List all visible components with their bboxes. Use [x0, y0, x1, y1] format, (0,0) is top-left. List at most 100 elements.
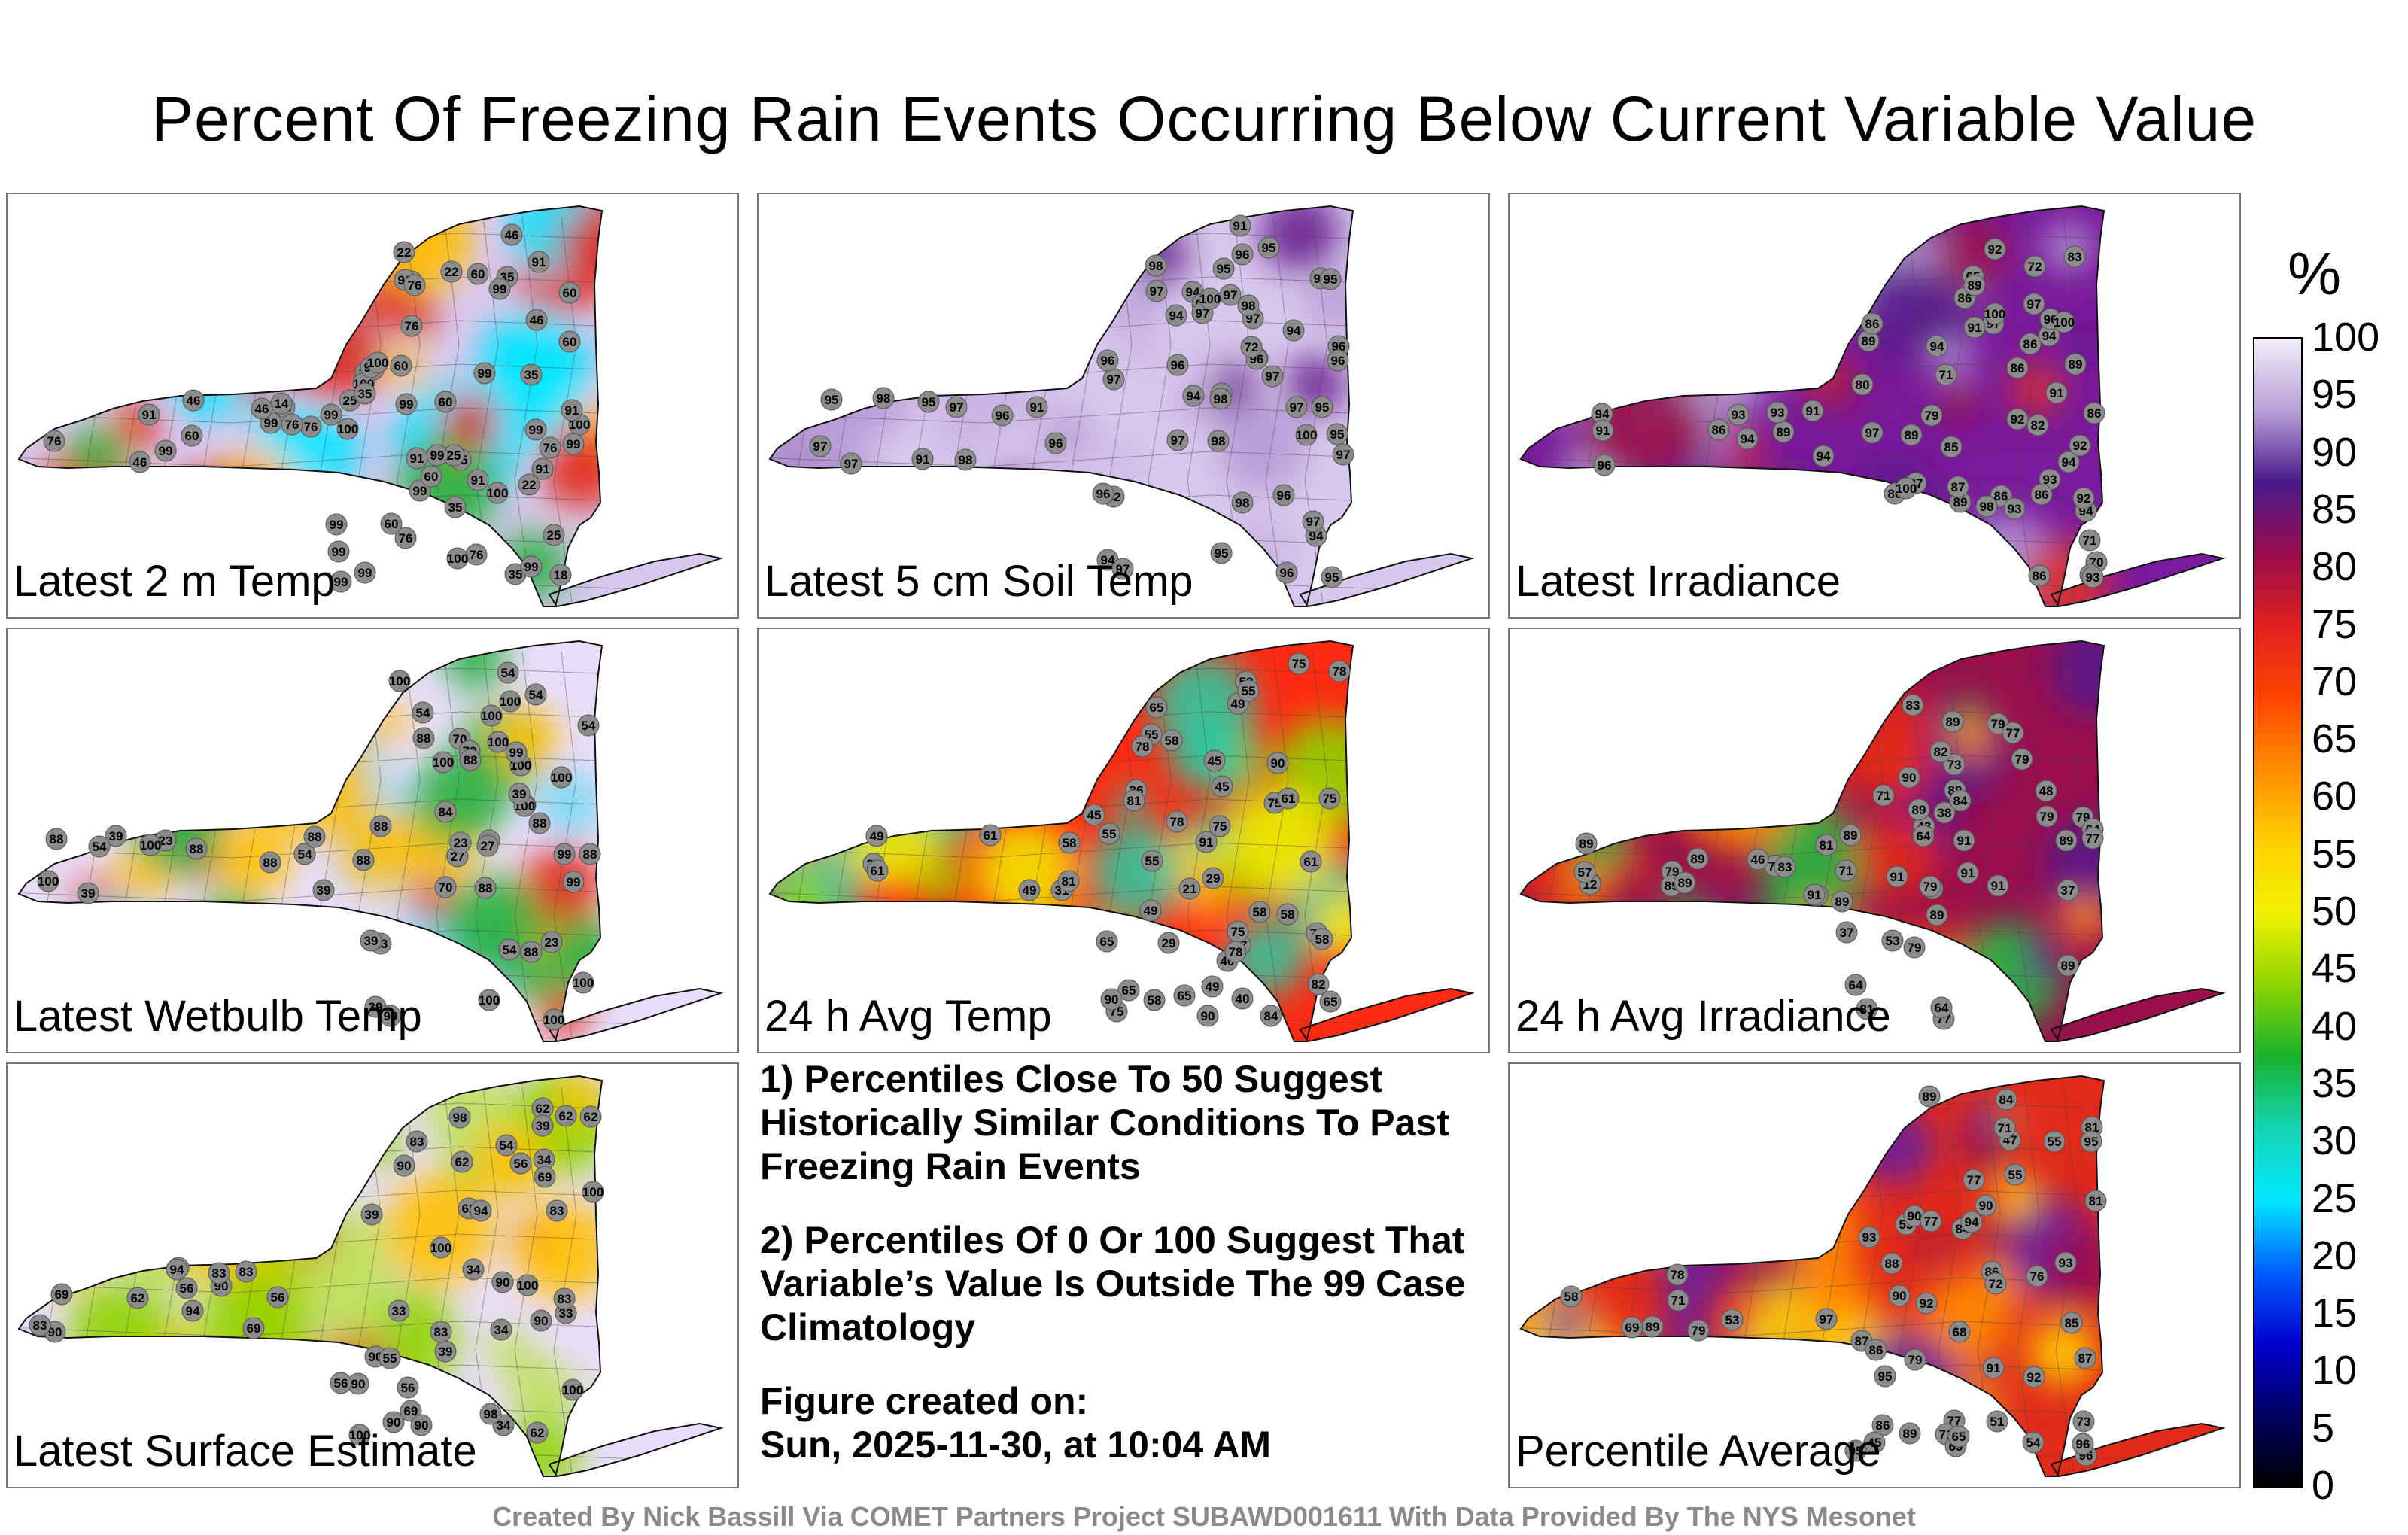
panel-label: Latest 2 m Temp	[14, 557, 336, 606]
svg-text:98: 98	[484, 1407, 498, 1421]
station-marker: 93	[1766, 401, 1789, 424]
station-marker: 84	[1260, 1005, 1282, 1027]
station-marker: 92	[1984, 238, 2006, 260]
svg-text:79: 79	[1908, 1353, 1923, 1367]
station-marker: 89	[1575, 832, 1598, 855]
svg-text:96: 96	[1171, 358, 1185, 372]
station-marker: 100	[1199, 287, 1221, 310]
station-marker: 21	[1178, 877, 1201, 900]
station-marker: 94	[2057, 451, 2080, 473]
svg-text:69: 69	[55, 1287, 69, 1302]
station-marker: 35	[354, 382, 376, 405]
station-marker: 98	[954, 448, 977, 471]
station-marker: 76	[539, 436, 561, 459]
svg-text:95: 95	[2084, 1135, 2099, 1149]
station-marker: 100	[366, 351, 389, 374]
station-marker: 97	[1111, 558, 1134, 580]
svg-text:99: 99	[332, 545, 346, 559]
svg-text:45: 45	[1868, 1436, 1882, 1450]
station-marker: 89	[1908, 798, 1930, 821]
station-marker: 96	[1593, 454, 1616, 476]
colorbar-tick: 15	[2312, 1290, 2358, 1336]
svg-text:78: 78	[1170, 815, 1184, 829]
station-marker: 98	[1231, 491, 1254, 514]
svg-text:88: 88	[533, 816, 547, 831]
station-marker: 57	[1573, 861, 1596, 883]
station-marker: 98	[1209, 388, 1232, 410]
svg-text:99: 99	[358, 566, 372, 580]
svg-text:97: 97	[1266, 369, 1280, 384]
station-marker: 61	[1277, 787, 1300, 810]
panel-map: 8379898789797189481264894664777943777981…	[1519, 640, 2226, 1043]
station-marker: 46	[1747, 848, 1769, 871]
panel-24h-avg-irradiance: 8379898789797189481264894664777943777981…	[1508, 628, 2241, 1053]
station-marker: 69	[242, 1317, 265, 1339]
svg-text:71: 71	[1939, 368, 1953, 382]
colorbar-unit: %	[2288, 240, 2342, 307]
station-marker: 51	[1986, 1410, 2008, 1433]
station-marker: 71	[2078, 529, 2101, 552]
colorbar-tick: 50	[2312, 889, 2358, 934]
station-marker: 53	[1881, 929, 1904, 952]
svg-text:91: 91	[532, 255, 546, 269]
svg-text:86: 86	[1869, 1343, 1884, 1357]
station-marker: 38	[1933, 801, 1956, 824]
station-marker: 61	[866, 859, 889, 882]
svg-text:23: 23	[454, 836, 468, 850]
svg-text:84: 84	[1264, 1009, 1278, 1023]
station-marker: 55	[379, 1347, 401, 1369]
svg-text:89: 89	[1930, 908, 1944, 923]
station-marker: 35	[520, 363, 543, 386]
svg-text:81: 81	[2089, 1194, 2103, 1208]
station-marker: 86	[1861, 312, 1884, 335]
svg-text:89: 89	[1678, 876, 1692, 890]
svg-text:89: 89	[1905, 428, 1919, 442]
station-marker: 97	[1166, 429, 1189, 451]
svg-text:86: 86	[1994, 489, 2008, 503]
station-marker: 58	[1560, 1285, 1583, 1308]
station-marker: 64	[1912, 825, 1935, 847]
station-marker: 94	[1960, 1211, 1983, 1233]
panel-label: Latest Wetbulb Temp	[14, 992, 422, 1041]
station-marker: 83	[2063, 245, 2086, 268]
svg-text:83: 83	[33, 1318, 47, 1333]
station-marker: 60	[181, 424, 203, 447]
svg-text:69: 69	[247, 1321, 261, 1336]
station-marker: 89	[1772, 421, 1795, 443]
station-marker: 62	[555, 1105, 577, 1127]
colorbar-tick: 100	[2312, 315, 2380, 360]
station-marker: 100	[516, 1274, 539, 1296]
station-marker: 91	[1801, 400, 1824, 422]
svg-text:90: 90	[351, 1377, 366, 1391]
station-marker: 27	[476, 834, 499, 857]
station-marker: 100	[430, 1236, 452, 1259]
station-marker: 54	[524, 683, 547, 706]
station-marker: 96	[1231, 243, 1254, 266]
station-marker: 83	[546, 1199, 568, 1222]
svg-text:93: 93	[1732, 408, 1746, 422]
station-marker: 89	[1839, 824, 1862, 847]
station-marker: 58	[1143, 989, 1166, 1011]
svg-text:97: 97	[1820, 1312, 1834, 1327]
station-marker: 55	[2043, 1130, 2066, 1153]
station-marker: 82	[1929, 740, 1952, 763]
station-marker: 35	[444, 496, 467, 518]
station-marker: 83	[235, 1260, 257, 1283]
svg-text:65: 65	[1100, 935, 1114, 949]
svg-text:92: 92	[2077, 491, 2091, 506]
svg-text:54: 54	[416, 706, 430, 720]
svg-text:88: 88	[464, 753, 478, 768]
station-marker: 100	[2053, 311, 2075, 333]
station-marker: 100	[388, 670, 411, 692]
svg-text:78: 78	[1671, 1268, 1685, 1282]
station-marker: 76	[394, 527, 417, 549]
station-marker: 60	[558, 281, 581, 304]
svg-text:89: 89	[1968, 278, 1982, 293]
station-marker: 97	[840, 452, 862, 475]
svg-text:92: 92	[2011, 412, 2025, 427]
station-marker: 98	[1145, 254, 1167, 277]
colorbar-tick: 80	[2312, 544, 2358, 590]
svg-text:86: 86	[1712, 423, 1726, 437]
svg-text:90: 90	[48, 1325, 62, 1339]
station-marker: 83	[406, 1130, 428, 1153]
